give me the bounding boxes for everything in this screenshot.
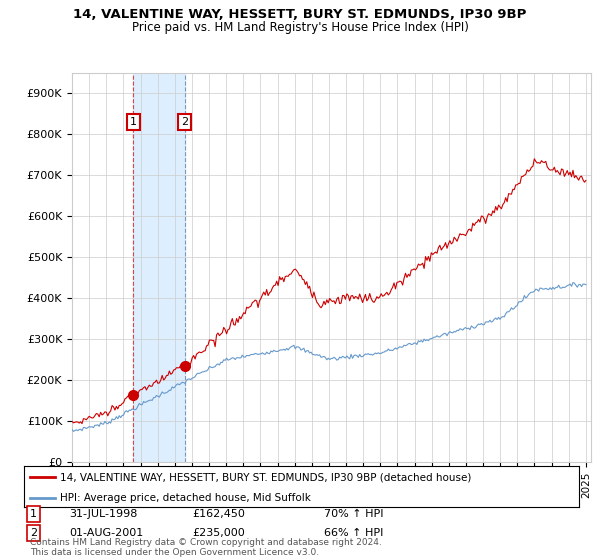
Text: 14, VALENTINE WAY, HESSETT, BURY ST. EDMUNDS, IP30 9BP (detached house): 14, VALENTINE WAY, HESSETT, BURY ST. EDM…	[60, 473, 472, 482]
Text: 66% ↑ HPI: 66% ↑ HPI	[324, 528, 383, 538]
Text: 70% ↑ HPI: 70% ↑ HPI	[324, 509, 383, 519]
Text: £162,450: £162,450	[192, 509, 245, 519]
Text: 1: 1	[30, 509, 37, 519]
Text: 2: 2	[181, 117, 188, 127]
Text: 31-JUL-1998: 31-JUL-1998	[69, 509, 137, 519]
Text: 01-AUG-2001: 01-AUG-2001	[69, 528, 143, 538]
Text: 14, VALENTINE WAY, HESSETT, BURY ST. EDMUNDS, IP30 9BP: 14, VALENTINE WAY, HESSETT, BURY ST. EDM…	[73, 8, 527, 21]
Text: Price paid vs. HM Land Registry's House Price Index (HPI): Price paid vs. HM Land Registry's House …	[131, 21, 469, 34]
Bar	[133, 73, 185, 462]
Text: 2: 2	[30, 528, 37, 538]
Text: 1: 1	[130, 117, 137, 127]
Text: Contains HM Land Registry data © Crown copyright and database right 2024.
This d: Contains HM Land Registry data © Crown c…	[30, 538, 382, 557]
Text: HPI: Average price, detached house, Mid Suffolk: HPI: Average price, detached house, Mid …	[60, 493, 311, 502]
Text: £235,000: £235,000	[192, 528, 245, 538]
